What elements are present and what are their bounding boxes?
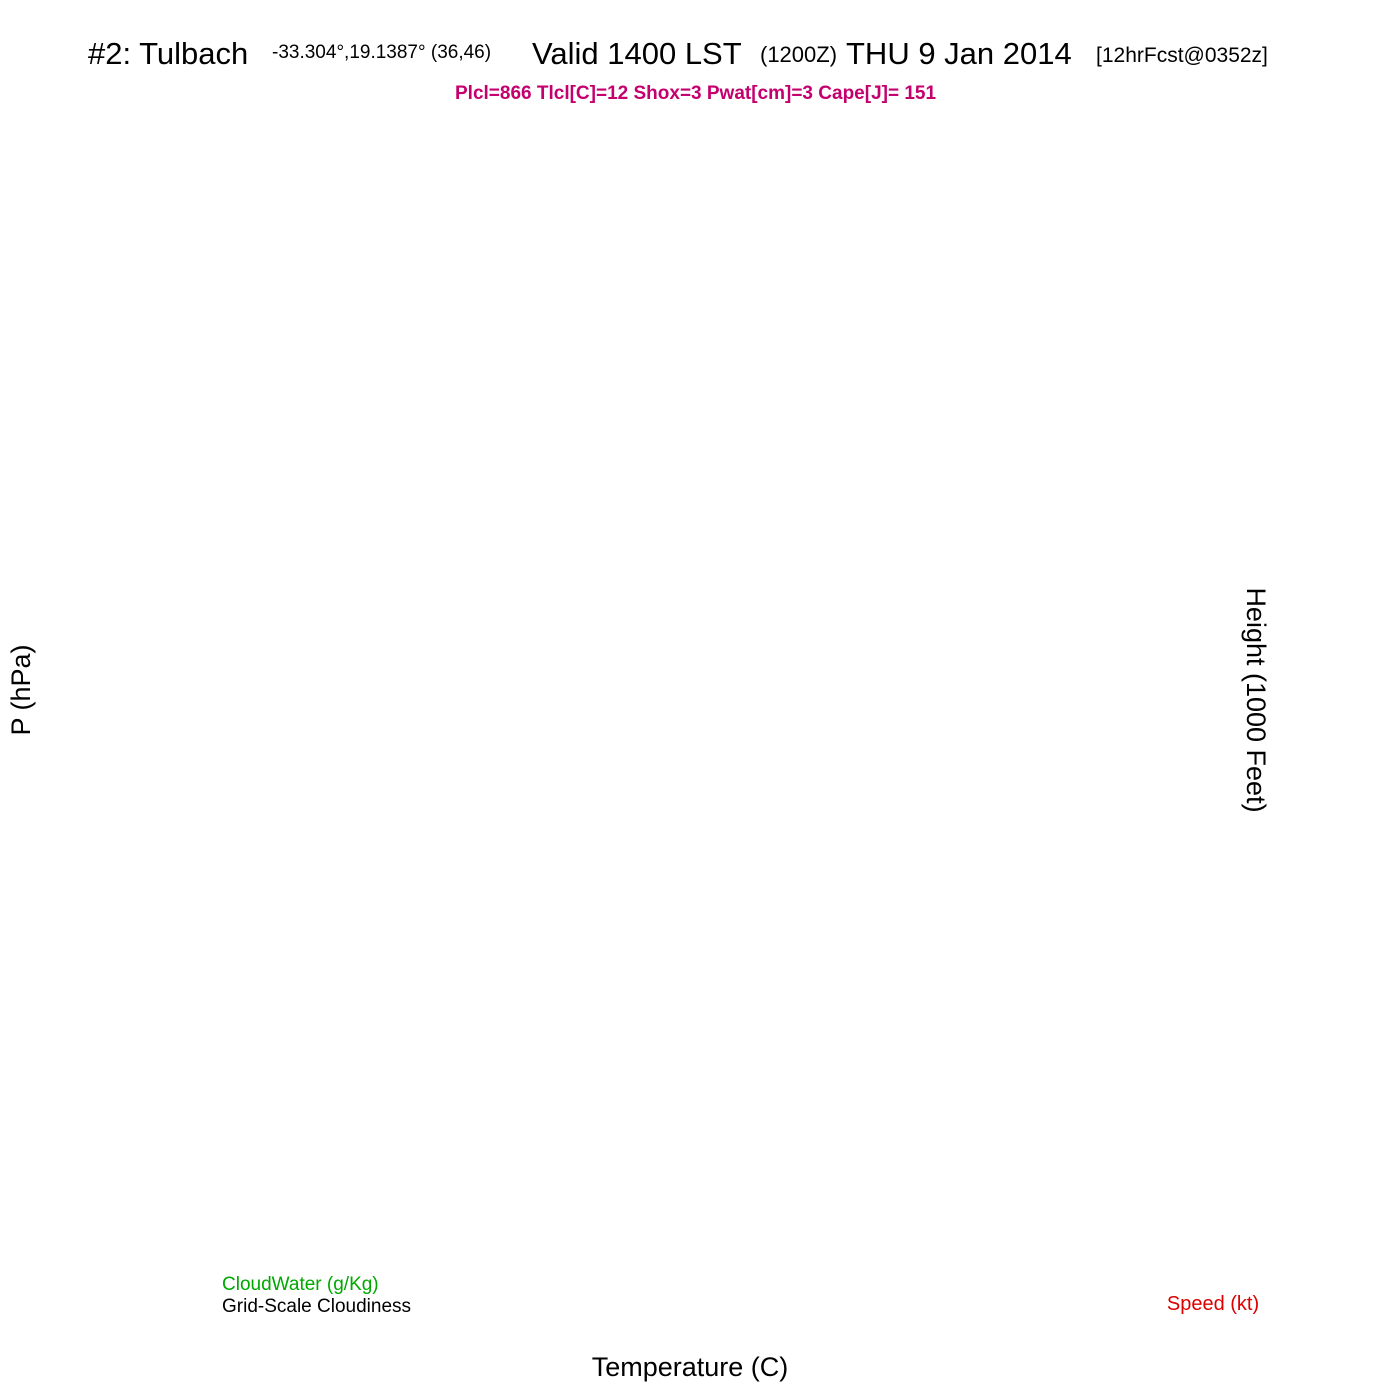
speed-axis-title: Speed (kt) — [1167, 1293, 1259, 1315]
cloudiness-legend: Grid-Scale Cloudiness — [222, 1296, 411, 1317]
height-axis-title: Height (1000 Feet) — [1241, 587, 1271, 812]
temperature-axis-title: Temperature (C) — [592, 1352, 789, 1382]
valid-time: Valid 1400 LST — [532, 36, 742, 71]
valid-date: THU 9 Jan 2014 — [846, 36, 1072, 71]
cloudwater-legend: CloudWater (g/Kg) — [222, 1274, 379, 1295]
station-coords: -33.304°,19.1387° (36,46) — [272, 42, 491, 63]
station-title: #2: Tulbach — [88, 36, 248, 71]
forecast-tag: [12hrFcst@0352z] — [1096, 44, 1268, 67]
valid-zulu: (1200Z) — [760, 42, 837, 67]
pressure-axis-title: P (hPa) — [6, 644, 36, 735]
parcel-params-line: Plcl=866 Tlcl[C]=12 Shox=3 Pwat[cm]=3 Ca… — [455, 83, 936, 104]
